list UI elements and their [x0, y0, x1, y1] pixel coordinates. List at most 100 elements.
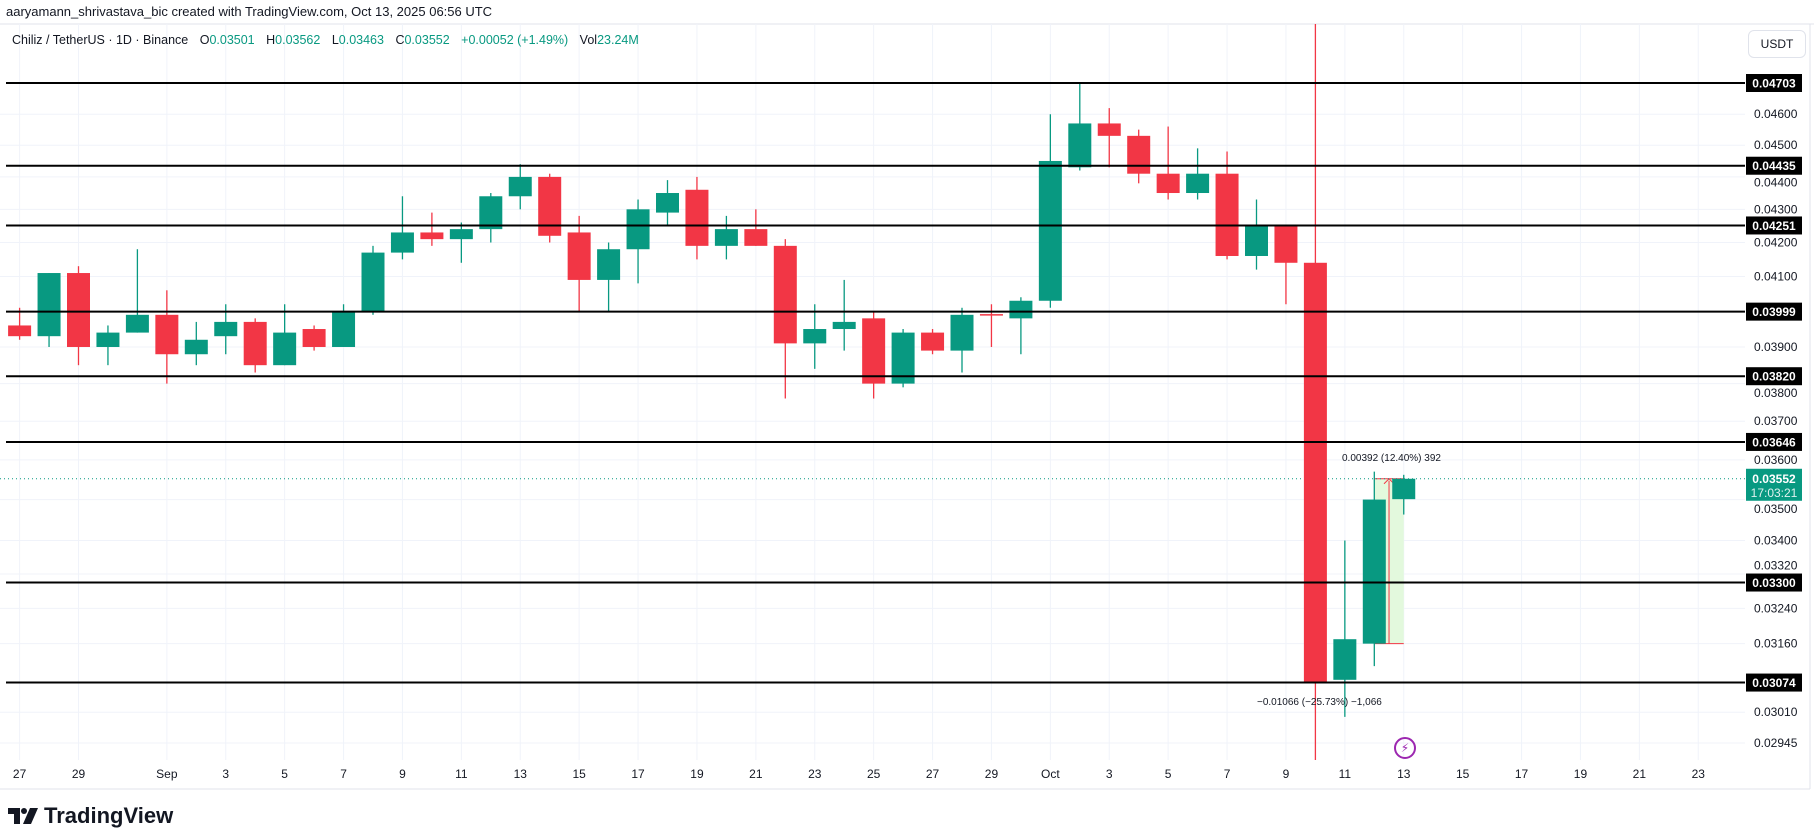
- open-value: 0.03501: [209, 33, 255, 47]
- level-price-label: 0.03999: [1752, 305, 1796, 319]
- symbol-title[interactable]: Chiliz / TetherUS · 1D · Binance: [12, 33, 189, 47]
- candle-body: [214, 321, 238, 337]
- low-value: 0.03463: [338, 33, 384, 47]
- candle-body: [449, 229, 473, 240]
- high-value: 0.03562: [275, 33, 321, 47]
- time-tick-label: 5: [281, 767, 288, 781]
- grid: [0, 24, 1745, 760]
- candle-body: [744, 229, 768, 246]
- volume-value: 23.24M: [597, 33, 639, 47]
- level-price-tag: [1746, 156, 1802, 175]
- candle-body: [714, 229, 738, 246]
- level-price-label: 0.03074: [1752, 676, 1796, 690]
- level-price-tag: [1746, 302, 1802, 321]
- time-tick-label: 23: [808, 767, 822, 781]
- candle-body: [125, 314, 149, 333]
- price-tick-label: 0.04500: [1754, 138, 1798, 152]
- measure-up-label: 0.00392 (12.40%) 392: [1342, 453, 1441, 464]
- measure-down-label: −0.01066 (−25.73%) −1,066: [1257, 697, 1382, 708]
- price-tick-label: 0.04300: [1754, 202, 1798, 216]
- price-tick-label: 0.03500: [1754, 502, 1798, 516]
- level-price-tag: [1746, 367, 1802, 386]
- price-tick-label: 0.03010: [1754, 705, 1798, 719]
- time-tick-label: Oct: [1041, 767, 1060, 781]
- candle-body: [538, 176, 562, 236]
- time-tick-label: 11: [455, 767, 468, 781]
- time-tick-label: 13: [514, 767, 528, 781]
- candle-body: [8, 325, 32, 337]
- level-price-label: 0.03820: [1752, 370, 1796, 384]
- candle-body: [1186, 173, 1210, 194]
- candle-body: [1156, 173, 1180, 194]
- time-tick-label: 17: [631, 767, 645, 781]
- candle-body: [1068, 123, 1092, 168]
- candles: [0, 24, 1745, 760]
- level-price-label: 0.04251: [1752, 219, 1796, 233]
- time-tick-label: 17: [1515, 767, 1529, 781]
- level-price-label: 0.03300: [1752, 576, 1796, 590]
- candle-body: [96, 332, 120, 347]
- level-price-tag: [1746, 673, 1802, 692]
- time-tick-label: 7: [340, 767, 347, 781]
- level-price-label: 0.04703: [1752, 77, 1796, 91]
- lightning-icon[interactable]: ⚡: [1394, 737, 1416, 759]
- price-tick-label: 0.03160: [1754, 637, 1798, 651]
- currency-button[interactable]: USDT: [1748, 30, 1806, 58]
- time-tick-label: 13: [1397, 767, 1411, 781]
- candle-body: [803, 329, 827, 344]
- low-label: L: [331, 33, 339, 47]
- time-tick-label: 15: [572, 767, 586, 781]
- candle-body: [1009, 300, 1033, 319]
- candle-body: [390, 232, 414, 253]
- candle-body: [1392, 478, 1416, 500]
- level-price-label: 0.04435: [1752, 159, 1796, 173]
- time-tick-label: 27: [926, 767, 940, 781]
- tradingview-logo-icon: [8, 808, 38, 824]
- price-tick-label: 0.02945: [1754, 736, 1798, 750]
- price-tick-label: 0.03600: [1754, 453, 1798, 467]
- price-tick-label: 0.03320: [1754, 559, 1798, 573]
- time-axis[interactable]: 27 29 Sep 3 5 7 9 11 13 15 17 19 21 23 25 27 29 Oct 3 5 7 9 11…: [13, 767, 1705, 781]
- candle-body: [508, 176, 532, 197]
- candle-body: [243, 321, 267, 366]
- level-price-tag: [1746, 573, 1802, 592]
- candle-body: [1362, 499, 1386, 644]
- time-tick-label: 19: [690, 767, 704, 781]
- open-label: O: [199, 33, 210, 47]
- time-tick-label: 7: [1224, 767, 1231, 781]
- candle-body: [479, 196, 503, 230]
- candle-body: [1097, 123, 1121, 136]
- candle-body: [1245, 225, 1268, 256]
- candle-body: [1127, 135, 1151, 174]
- candle-body: [1303, 262, 1327, 683]
- time-tick-label: 23: [1692, 767, 1706, 781]
- time-tick-label: 9: [1283, 767, 1290, 781]
- time-tick-label: 9: [399, 767, 406, 781]
- candle-body: [332, 311, 356, 347]
- time-tick-label: 21: [1633, 767, 1647, 781]
- time-tick-label: 29: [72, 767, 86, 781]
- symbol-legend: Chiliz / TetherUS · 1D · Binance O0.0350…: [12, 33, 639, 47]
- high-label: H: [266, 33, 276, 47]
- time-tick-label: Sep: [156, 767, 178, 781]
- time-tick-label: 25: [867, 767, 881, 781]
- volume-label: Vol: [579, 33, 598, 47]
- candle-body: [567, 232, 591, 280]
- candle-body: [891, 332, 915, 384]
- candle-body: [656, 193, 679, 213]
- bar-countdown-label: 17:03:21: [1751, 486, 1798, 500]
- chart-credit: aaryamann_shrivastava_bic created with T…: [6, 4, 493, 19]
- candle-body: [420, 232, 444, 240]
- candle-body: [626, 209, 650, 250]
- change-value: +0.00052 (+1.49%): [461, 33, 569, 47]
- candle-body: [597, 249, 621, 280]
- candle-body: [685, 189, 709, 246]
- time-tick-label: 27: [13, 767, 27, 781]
- level-price-tag: [1746, 216, 1802, 235]
- time-tick-label: 11: [1339, 767, 1352, 781]
- candle-body: [273, 332, 297, 366]
- price-axis[interactable]: 0.04600 0.04500 0.04400 0.04300 0.04200 0.041…: [1754, 107, 1798, 750]
- price-tick-label: 0.03700: [1754, 414, 1798, 428]
- levels[interactable]: 0.04703 0.04435 0.04251 0.03999 0.03820 0.036…: [6, 74, 1802, 692]
